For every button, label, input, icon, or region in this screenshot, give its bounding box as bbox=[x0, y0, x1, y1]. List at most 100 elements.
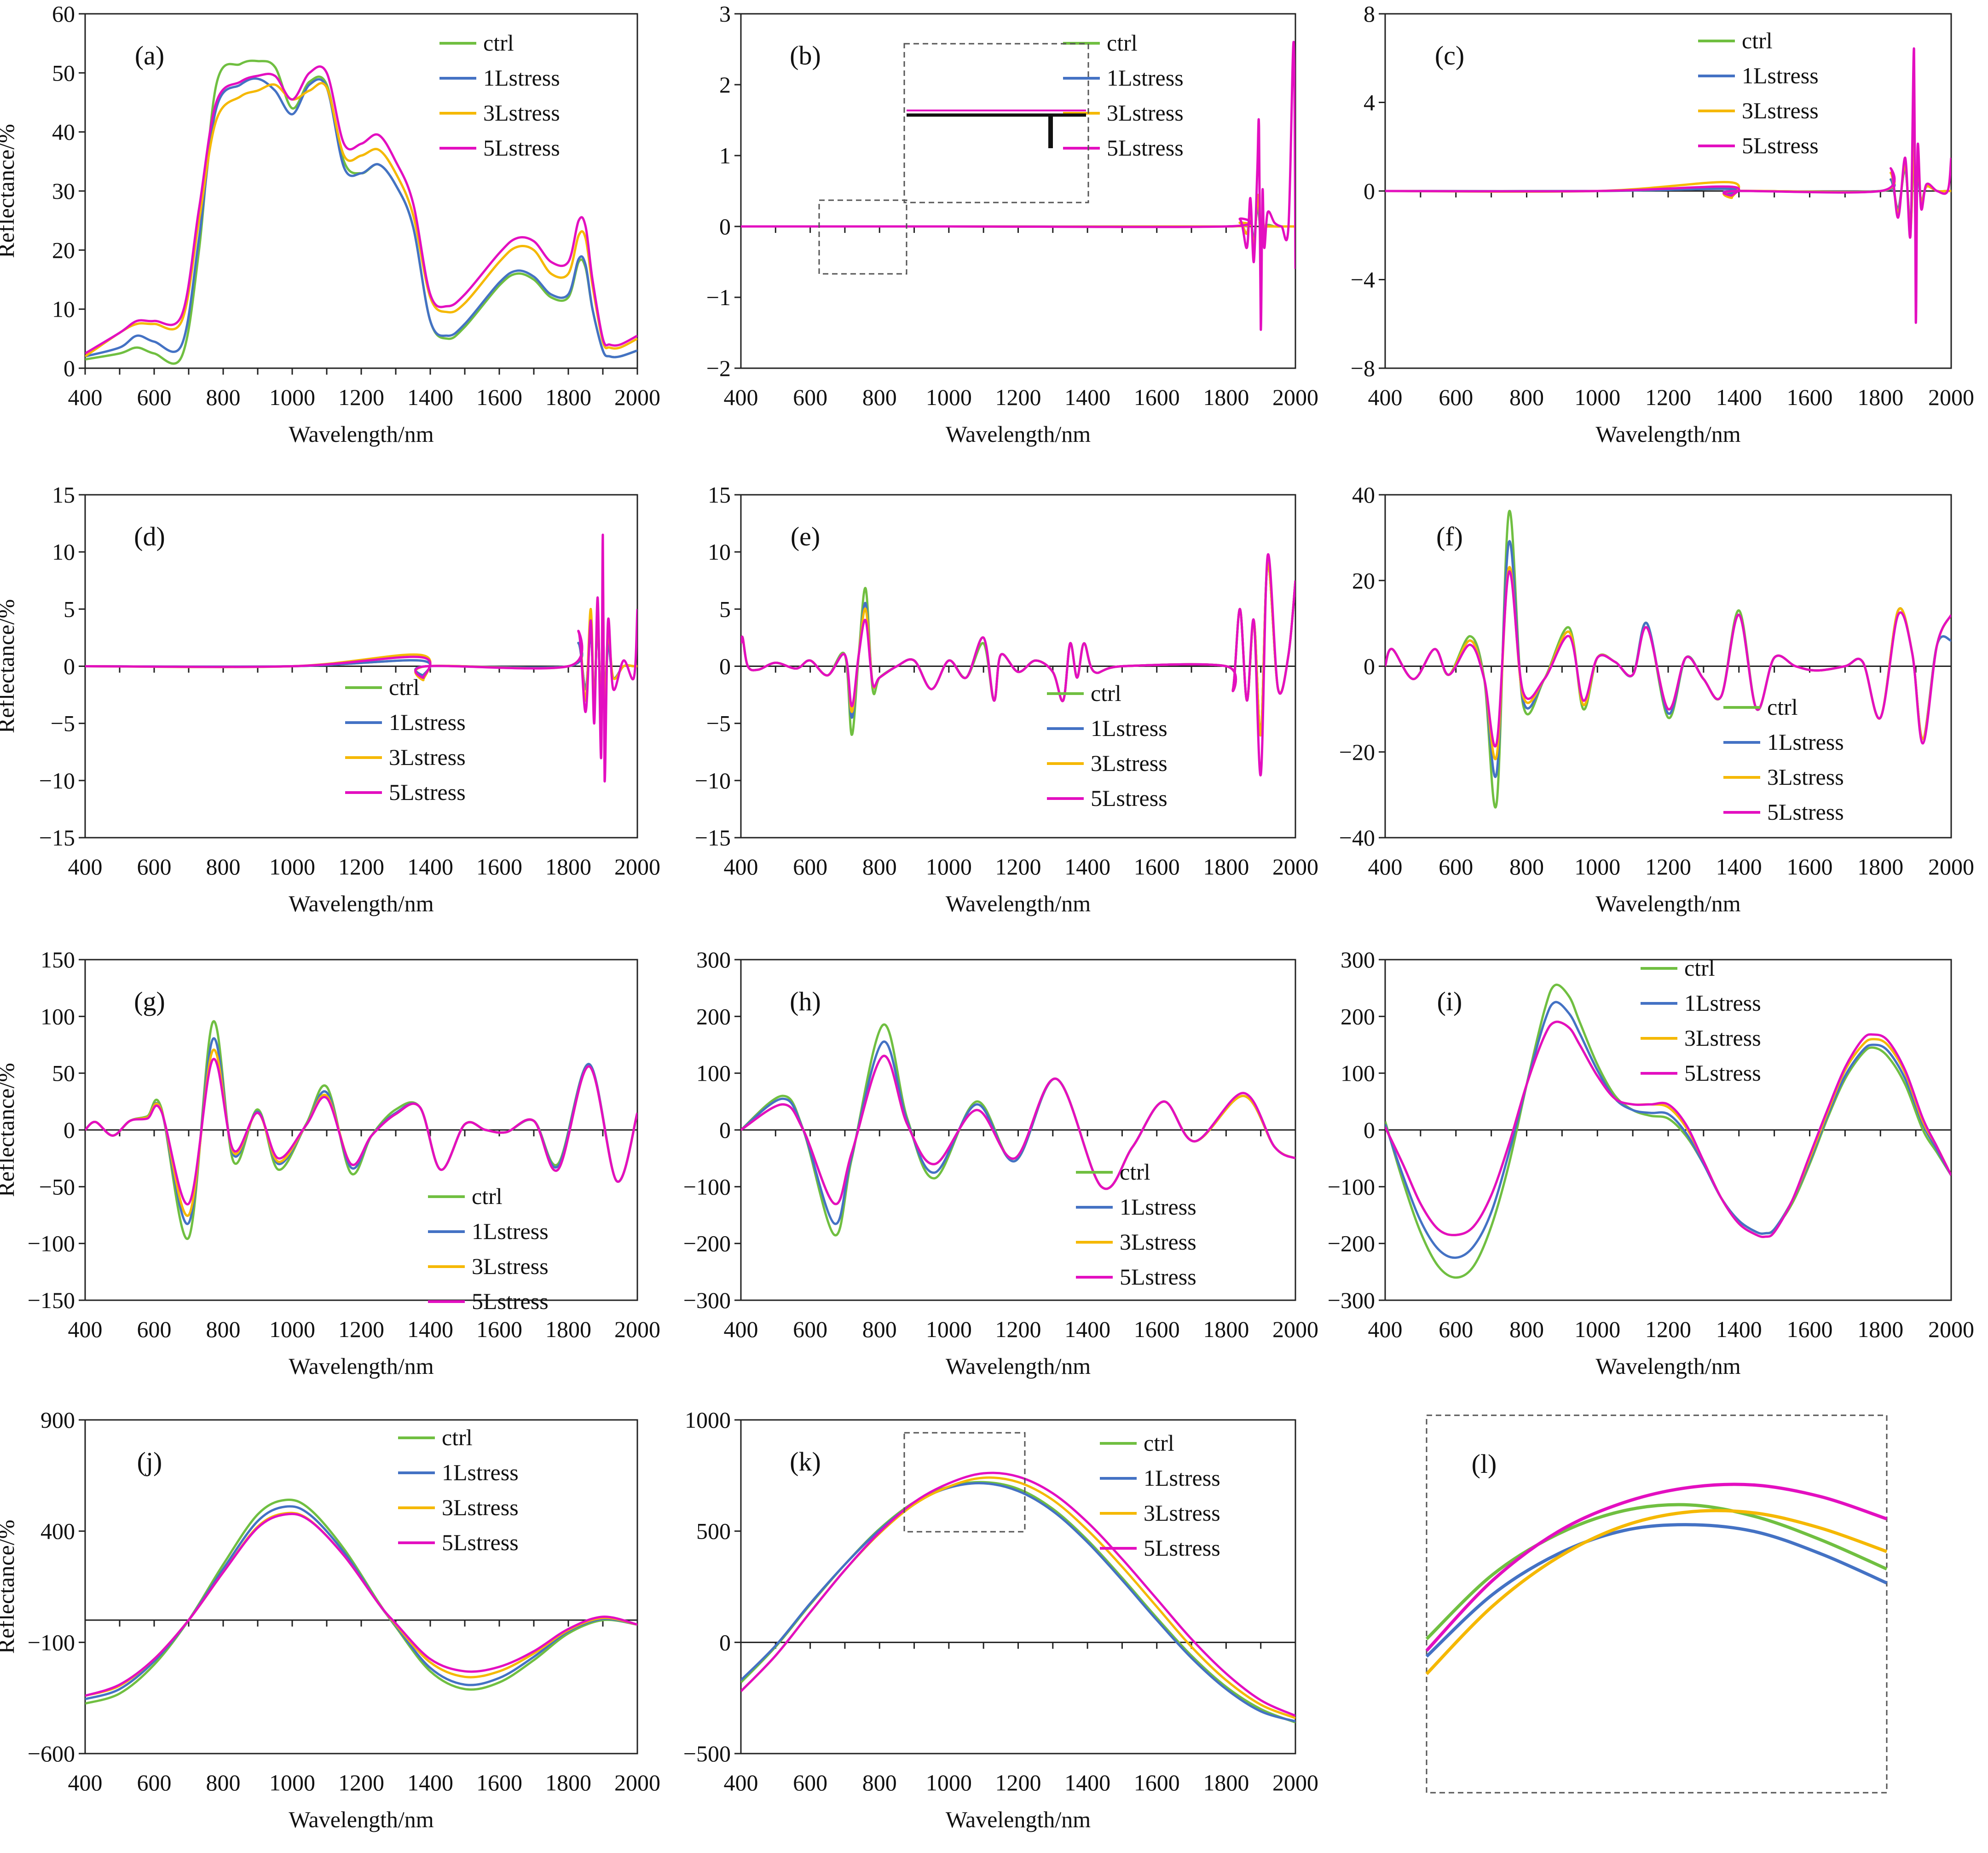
x-tick-label: 600 bbox=[793, 1316, 827, 1342]
x-tick-label: 1400 bbox=[407, 1770, 453, 1795]
y-tick-label: −100 bbox=[683, 1174, 731, 1199]
y-tick-label: −8 bbox=[1351, 355, 1375, 381]
series-group bbox=[85, 1020, 637, 1240]
y-tick-label: 100 bbox=[40, 1003, 75, 1029]
legend-label-1Lstress: 1Lstress bbox=[1767, 729, 1844, 755]
legend-label-ctrl: ctrl bbox=[483, 30, 514, 56]
y-axis-label: Reflectance/% bbox=[0, 599, 19, 733]
y-tick-label: −5 bbox=[706, 711, 731, 736]
x-tick-label: 1400 bbox=[1064, 384, 1110, 410]
inset-marker bbox=[1048, 115, 1053, 148]
y-tick-label: 5 bbox=[719, 596, 731, 622]
x-tick-label: 2000 bbox=[614, 384, 660, 410]
x-tick-label: 1400 bbox=[1716, 1316, 1762, 1342]
y-tick-label: 2 bbox=[719, 72, 731, 98]
chart-d: 400 600 800 1000 1200 1400 1600 1800 2000 −15 −10 −… bbox=[0, 482, 660, 916]
legend-label-3Lstress: 3Lstress bbox=[1120, 1229, 1196, 1255]
panel-label: (l) bbox=[1472, 1449, 1497, 1479]
y-tick-label: −4 bbox=[1351, 267, 1375, 293]
legend-label-ctrl: ctrl bbox=[389, 674, 420, 700]
x-axis-label: Wavelength/nm bbox=[946, 421, 1091, 447]
x-tick-label: 1800 bbox=[545, 854, 591, 880]
x-axis-label: Wavelength/nm bbox=[1595, 891, 1740, 916]
y-tick-label: 0 bbox=[1364, 178, 1375, 204]
legend-label-ctrl: ctrl bbox=[472, 1183, 503, 1209]
x-tick-label: 1200 bbox=[1645, 854, 1691, 880]
y-tick-label: −5 bbox=[51, 711, 75, 736]
series-5Lstress bbox=[1425, 1482, 1888, 1652]
series-group bbox=[85, 59, 637, 365]
inset-frame bbox=[1426, 1414, 1888, 1794]
series-1Lstress bbox=[741, 203, 1295, 242]
x-tick-label: 1400 bbox=[407, 1316, 453, 1342]
legend-label-5Lstress: 5Lstress bbox=[1091, 785, 1167, 811]
legend: ctrl 1Lstress 3Lstress 5Lstress bbox=[1063, 30, 1184, 161]
y-tick-label: 100 bbox=[1341, 1060, 1375, 1086]
legend: ctrl 1Lstress 3Lstress 5Lstress bbox=[1723, 694, 1844, 825]
x-tick-label: 400 bbox=[68, 384, 103, 410]
x-tick-label: 400 bbox=[68, 1770, 103, 1795]
x-tick-label: 1200 bbox=[995, 854, 1041, 880]
x-tick-label: 2000 bbox=[614, 1770, 660, 1795]
y-tick-label: 900 bbox=[40, 1407, 75, 1433]
y-tick-label: 8 bbox=[1364, 1, 1375, 27]
y-tick-label: 20 bbox=[1352, 567, 1375, 593]
series-1Lstress bbox=[85, 77, 637, 359]
y-tick-label: 15 bbox=[708, 482, 731, 508]
y-tick-label: −50 bbox=[39, 1174, 75, 1199]
y-tick-label: 100 bbox=[696, 1060, 731, 1086]
y-axis-label: Reflectance/% bbox=[0, 124, 19, 258]
chart-b: 400 600 800 1000 1200 1400 1600 1800 2000 −2 −1 0 1 2… bbox=[706, 1, 1318, 447]
series-group bbox=[741, 1023, 1295, 1237]
x-tick-label: 800 bbox=[862, 1316, 897, 1342]
chart-e: 400 600 800 1000 1200 1400 1600 1800 2000 −15 −10 −… bbox=[695, 482, 1318, 916]
legend-label-ctrl: ctrl bbox=[1767, 694, 1798, 720]
y-tick-label: −200 bbox=[1328, 1231, 1375, 1257]
x-tick-label: 1600 bbox=[1134, 854, 1180, 880]
legend-label-3Lstress: 3Lstress bbox=[389, 744, 466, 770]
x-tick-label: 600 bbox=[1439, 384, 1473, 410]
y-tick-label: −10 bbox=[39, 768, 75, 793]
legend-label-5Lstress: 5Lstress bbox=[1144, 1535, 1220, 1561]
x-tick-label: 1200 bbox=[338, 1770, 384, 1795]
panel-label: (f) bbox=[1436, 521, 1463, 551]
legend-label-1Lstress: 1Lstress bbox=[472, 1218, 549, 1244]
y-tick-label: 50 bbox=[52, 60, 75, 86]
x-tick-label: 800 bbox=[206, 1770, 241, 1795]
chart-l: (l) bbox=[1425, 1414, 1888, 1794]
series-1Lstress bbox=[1385, 1001, 1951, 1259]
legend-label-3Lstress: 3Lstress bbox=[1767, 764, 1844, 790]
legend-label-1Lstress: 1Lstress bbox=[1742, 63, 1819, 88]
x-tick-label: 1200 bbox=[995, 1770, 1041, 1795]
series-5Lstress bbox=[85, 533, 637, 783]
y-tick-label: −600 bbox=[28, 1741, 75, 1766]
panel-label: (h) bbox=[790, 986, 821, 1016]
x-tick-label: 1800 bbox=[545, 1316, 591, 1342]
series-group bbox=[1385, 510, 1951, 809]
legend-label-1Lstress: 1Lstress bbox=[1144, 1465, 1220, 1491]
y-tick-label: 1 bbox=[719, 143, 731, 168]
x-tick-label: 1600 bbox=[476, 1316, 522, 1342]
x-axis-label: Wavelength/nm bbox=[289, 891, 433, 916]
legend-label-1Lstress: 1Lstress bbox=[389, 709, 466, 735]
y-tick-label: 0 bbox=[719, 214, 731, 239]
legend: ctrl 1Lstress 3Lstress 5Lstress bbox=[1047, 680, 1167, 811]
x-tick-label: 600 bbox=[793, 1770, 827, 1795]
y-tick-label: 200 bbox=[696, 1003, 731, 1029]
x-tick-label: 1200 bbox=[1645, 384, 1691, 410]
x-tick-label: 600 bbox=[1439, 1316, 1473, 1342]
chart-g: 400 600 800 1000 1200 1400 1600 1800 2000−150−10… bbox=[0, 947, 660, 1379]
chart-f: 400 600 800 1000 1200 1400 1600 1800 2000 −40 −20 0… bbox=[1339, 482, 1974, 916]
x-tick-label: 800 bbox=[1509, 384, 1544, 410]
inset-detail-b bbox=[907, 110, 1086, 148]
y-tick-label: 30 bbox=[52, 178, 75, 204]
x-tick-label: 800 bbox=[206, 1316, 241, 1342]
y-tick-label: 4 bbox=[1364, 90, 1375, 116]
series-ctrl bbox=[741, 195, 1295, 249]
legend-label-3Lstress: 3Lstress bbox=[1091, 750, 1167, 776]
x-axis-label: Wavelength/nm bbox=[289, 1807, 433, 1832]
x-tick-label: 600 bbox=[137, 1316, 172, 1342]
x-tick-label: 600 bbox=[1439, 854, 1473, 880]
x-axis-label: Wavelength/nm bbox=[1595, 421, 1740, 447]
